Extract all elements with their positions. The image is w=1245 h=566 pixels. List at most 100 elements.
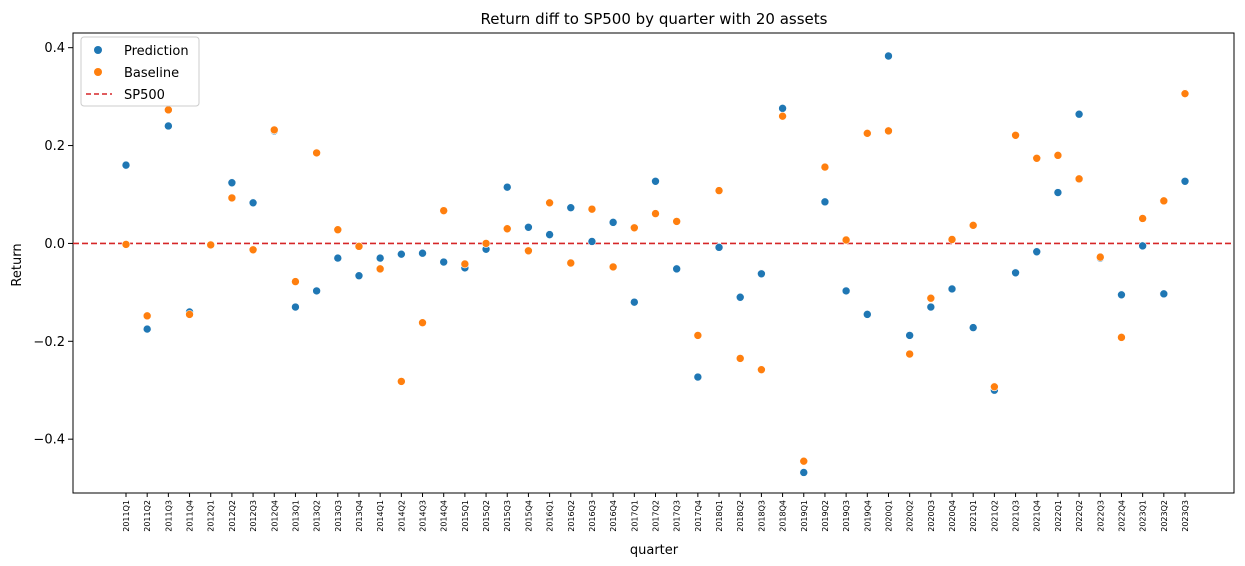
y-tick-label: 0.0 [44, 237, 65, 252]
point-baseline-2015Q3 [502, 224, 512, 234]
point-baseline-2022Q3 [1095, 252, 1105, 262]
point-prediction-2016Q2 [566, 203, 576, 213]
x-tick-label: 2015Q2 [482, 500, 491, 532]
point-baseline-2011Q3 [164, 105, 173, 115]
x-tick-label: 2018Q4 [779, 500, 788, 532]
point-baseline-2013Q4 [354, 242, 364, 251]
x-tick-label: 2015Q4 [524, 500, 533, 532]
point-baseline-2017Q3 [672, 217, 681, 226]
point-prediction-2019Q3 [841, 286, 851, 296]
point-baseline-2012Q1 [206, 240, 216, 250]
point-prediction-2016Q3 [587, 237, 597, 246]
x-tick-label: 2021Q1 [969, 500, 978, 532]
point-baseline-2022Q2 [1074, 174, 1084, 184]
x-tick-label: 2021Q4 [1033, 500, 1042, 532]
x-tick-label: 2022Q1 [1054, 500, 1063, 532]
x-tick-label: 2017Q3 [673, 500, 682, 532]
point-prediction-2018Q4 [778, 104, 787, 113]
point-prediction-2022Q4 [1117, 290, 1126, 300]
point-prediction-2013Q3 [333, 253, 343, 263]
point-baseline-2017Q2 [651, 209, 660, 218]
x-tick-label: 2016Q3 [588, 500, 597, 532]
point-baseline-2013Q2 [312, 148, 321, 158]
point-baseline-2013Q3 [333, 225, 343, 235]
x-tick-label: 2014Q4 [440, 500, 449, 532]
point-baseline-2019Q4 [862, 129, 872, 138]
point-prediction-2013Q2 [312, 286, 321, 296]
point-baseline-2019Q2 [820, 162, 830, 172]
point-prediction-2023Q1 [1138, 241, 1147, 251]
point-baseline-2022Q1 [1053, 151, 1063, 160]
legend: Prediction Baseline SP500 [80, 36, 200, 107]
point-baseline-2012Q4 [269, 125, 279, 135]
point-prediction-2011Q3 [164, 121, 173, 131]
point-prediction-2017Q4 [693, 372, 703, 382]
legend-label-prediction: Prediction [124, 44, 189, 59]
point-baseline-2011Q1 [121, 240, 131, 249]
point-baseline-2014Q2 [397, 377, 406, 386]
x-tick-label: 2011Q1 [122, 500, 131, 532]
point-baseline-2017Q4 [693, 331, 703, 340]
point-prediction-2014Q3 [418, 248, 427, 258]
point-prediction-2021Q1 [968, 323, 978, 332]
x-tick-label: 2014Q1 [376, 500, 385, 532]
point-baseline-2012Q3 [248, 245, 258, 255]
chart-title: Return diff to SP500 by quarter with 20 … [481, 10, 828, 28]
x-tick-label: 2013Q2 [313, 500, 322, 532]
x-tick-label: 2013Q3 [334, 500, 343, 532]
point-prediction-2013Q4 [354, 271, 364, 281]
x-tick-label: 2023Q1 [1139, 500, 1148, 532]
point-baseline-2020Q3 [926, 293, 936, 303]
x-tick-label: 2016Q1 [546, 500, 555, 532]
x-tick-label: 2011Q3 [164, 500, 173, 532]
x-tick-label: 2019Q2 [821, 500, 830, 532]
point-baseline-2020Q4 [947, 235, 957, 244]
point-prediction-2021Q4 [1032, 247, 1042, 257]
x-tick-label: 2012Q2 [228, 500, 237, 532]
point-baseline-2014Q3 [418, 318, 427, 328]
point-baseline-2014Q4 [439, 206, 449, 215]
point-prediction-2018Q2 [735, 292, 745, 302]
point-baseline-2016Q2 [566, 258, 576, 268]
x-tick-label: 2011Q4 [186, 500, 195, 532]
x-tick-label: 2014Q2 [397, 500, 406, 532]
point-baseline-2016Q1 [545, 198, 554, 208]
plot-area [72, 32, 1235, 494]
x-tick-label: 2017Q1 [630, 500, 639, 532]
point-baseline-2016Q3 [587, 204, 597, 214]
point-prediction-2020Q3 [926, 302, 936, 312]
y-axis-label: Return [10, 243, 25, 286]
point-baseline-2020Q2 [905, 349, 914, 359]
x-tick-label: 2013Q4 [355, 500, 364, 532]
point-prediction-2011Q1 [121, 160, 131, 170]
point-prediction-2015Q3 [502, 182, 512, 192]
x-tick-label: 2021Q2 [990, 500, 999, 532]
point-prediction-2012Q3 [248, 198, 258, 208]
point-prediction-2017Q1 [630, 297, 639, 307]
point-prediction-2011Q2 [142, 324, 152, 334]
point-baseline-2018Q2 [735, 354, 745, 363]
point-prediction-2014Q4 [439, 257, 449, 267]
point-prediction-2020Q1 [884, 51, 893, 61]
point-baseline-2018Q4 [778, 111, 787, 121]
x-tick-label: 2018Q2 [736, 500, 745, 532]
x-axis-label: quarter [630, 543, 679, 558]
x-tick-label: 2015Q3 [503, 500, 512, 532]
x-tick-label: 2020Q1 [884, 500, 893, 532]
point-prediction-2017Q3 [672, 264, 681, 274]
x-tick-label: 2020Q2 [906, 500, 915, 532]
point-baseline-2015Q2 [481, 239, 491, 248]
x-tick-label: 2022Q3 [1096, 500, 1105, 532]
x-tick-label: 2022Q4 [1117, 500, 1126, 532]
point-prediction-2019Q2 [820, 197, 830, 207]
x-tick-label: 2017Q2 [652, 500, 661, 532]
y-tick-label: −0.4 [33, 433, 65, 448]
point-baseline-2015Q4 [524, 246, 533, 256]
x-tick-label: 2018Q3 [757, 500, 766, 532]
x-tick-label: 2016Q4 [609, 500, 618, 532]
x-tick-label: 2020Q4 [948, 500, 957, 532]
x-tick-label: 2019Q1 [800, 500, 809, 532]
point-prediction-2020Q4 [947, 284, 957, 294]
point-baseline-2021Q3 [1011, 130, 1020, 140]
